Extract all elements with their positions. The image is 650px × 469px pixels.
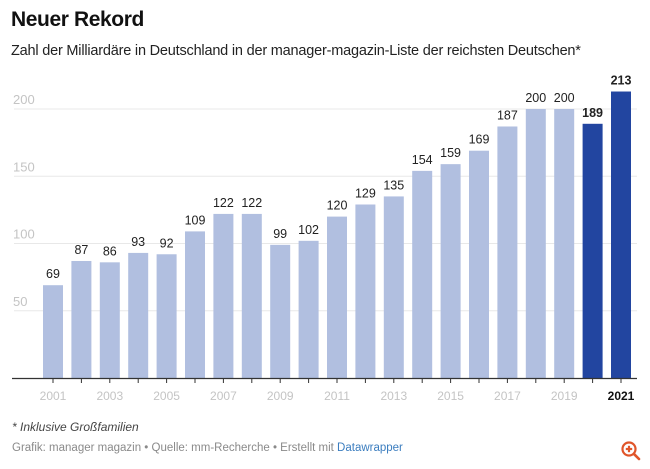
bar-2010 (298, 240, 319, 378)
bar-2004 (128, 252, 149, 378)
x-tick-label-2013: 2013 (380, 389, 407, 403)
y-tick-label: 150 (13, 159, 35, 174)
y-tick-label: 50 (13, 294, 27, 309)
y-tick-label: 200 (13, 92, 35, 107)
value-label-2001: 69 (46, 267, 60, 281)
x-tick-label-2001: 2001 (40, 389, 67, 403)
x-tick-label-2021: 2021 (608, 389, 635, 403)
bar-2017 (497, 126, 518, 378)
bar-2009 (270, 244, 291, 378)
bar-2015 (440, 164, 461, 378)
value-label-2020: 189 (582, 106, 603, 120)
value-label-2002: 87 (74, 243, 88, 257)
bars (43, 91, 631, 378)
value-label-2012: 129 (355, 186, 376, 200)
bar-2012 (355, 204, 376, 378)
x-tick-label-2015: 2015 (437, 389, 464, 403)
bar-2002 (71, 260, 92, 378)
x-axis: 2001 2003 2005 2007 2009 2011 2013 2015 2017 2019… (12, 377, 637, 403)
x-tick-label-2019: 2019 (551, 389, 578, 403)
bar-2007 (213, 213, 234, 378)
bar-2005 (156, 254, 177, 378)
zoom-in-button[interactable] (620, 440, 642, 462)
bar-2003 (99, 262, 120, 378)
value-label-2017: 187 (497, 108, 518, 122)
chart-subtitle: Zahl der Milliardäre in Deutschland in d… (11, 43, 581, 59)
bar-2006 (185, 231, 205, 378)
value-label-2014: 154 (412, 153, 433, 167)
x-tick-label-2007: 2007 (210, 389, 237, 403)
bar-2018 (525, 109, 546, 378)
y-tick-label: 100 (13, 227, 35, 242)
value-label-2007: 122 (213, 196, 234, 210)
bar-2019 (554, 109, 575, 378)
bar-2021 (611, 91, 631, 378)
value-labels: 69 87 86 93 92 109 122 122 99 102 120 129 135 154 159 1… (46, 74, 631, 282)
value-label-2010: 102 (298, 223, 319, 237)
chart-title: Neuer Rekord (11, 8, 144, 31)
value-label-2011: 120 (327, 199, 348, 213)
value-label-2021: 213 (611, 74, 632, 88)
value-label-2009: 99 (273, 227, 287, 241)
value-label-2008: 122 (241, 196, 262, 210)
bar-2014 (412, 170, 433, 378)
value-label-2006: 109 (185, 213, 206, 227)
value-label-2003: 86 (103, 244, 117, 258)
footnote: * Inklusive Großfamilien (12, 420, 139, 434)
value-label-2016: 169 (469, 133, 490, 147)
x-tick-label-2005: 2005 (153, 389, 180, 403)
x-tick-label-2011: 2011 (324, 389, 350, 403)
x-tick-label-2003: 2003 (96, 389, 123, 403)
bar-2016 (469, 150, 489, 378)
value-label-2005: 92 (160, 236, 174, 250)
value-label-2015: 159 (440, 146, 461, 160)
value-label-2019: 200 (554, 91, 575, 105)
bar-2020 (582, 123, 603, 378)
bar-2011 (327, 216, 347, 378)
byline-text: Grafik: manager magazin • Quelle: mm-Rec… (12, 442, 338, 454)
value-label-2004: 93 (131, 235, 145, 249)
value-label-2013: 135 (383, 178, 404, 192)
zoom-in-icon (621, 441, 641, 461)
x-tick-label-2017: 2017 (494, 389, 521, 403)
x-tick-label-2009: 2009 (267, 389, 294, 403)
byline: Grafik: manager magazin • Quelle: mm-Rec… (12, 442, 403, 454)
value-label-2018: 200 (525, 91, 546, 105)
bar-2013 (383, 196, 404, 378)
datawrapper-link[interactable]: Datawrapper (337, 442, 403, 454)
bar-2001 (43, 285, 63, 378)
bar-2008 (241, 213, 262, 378)
